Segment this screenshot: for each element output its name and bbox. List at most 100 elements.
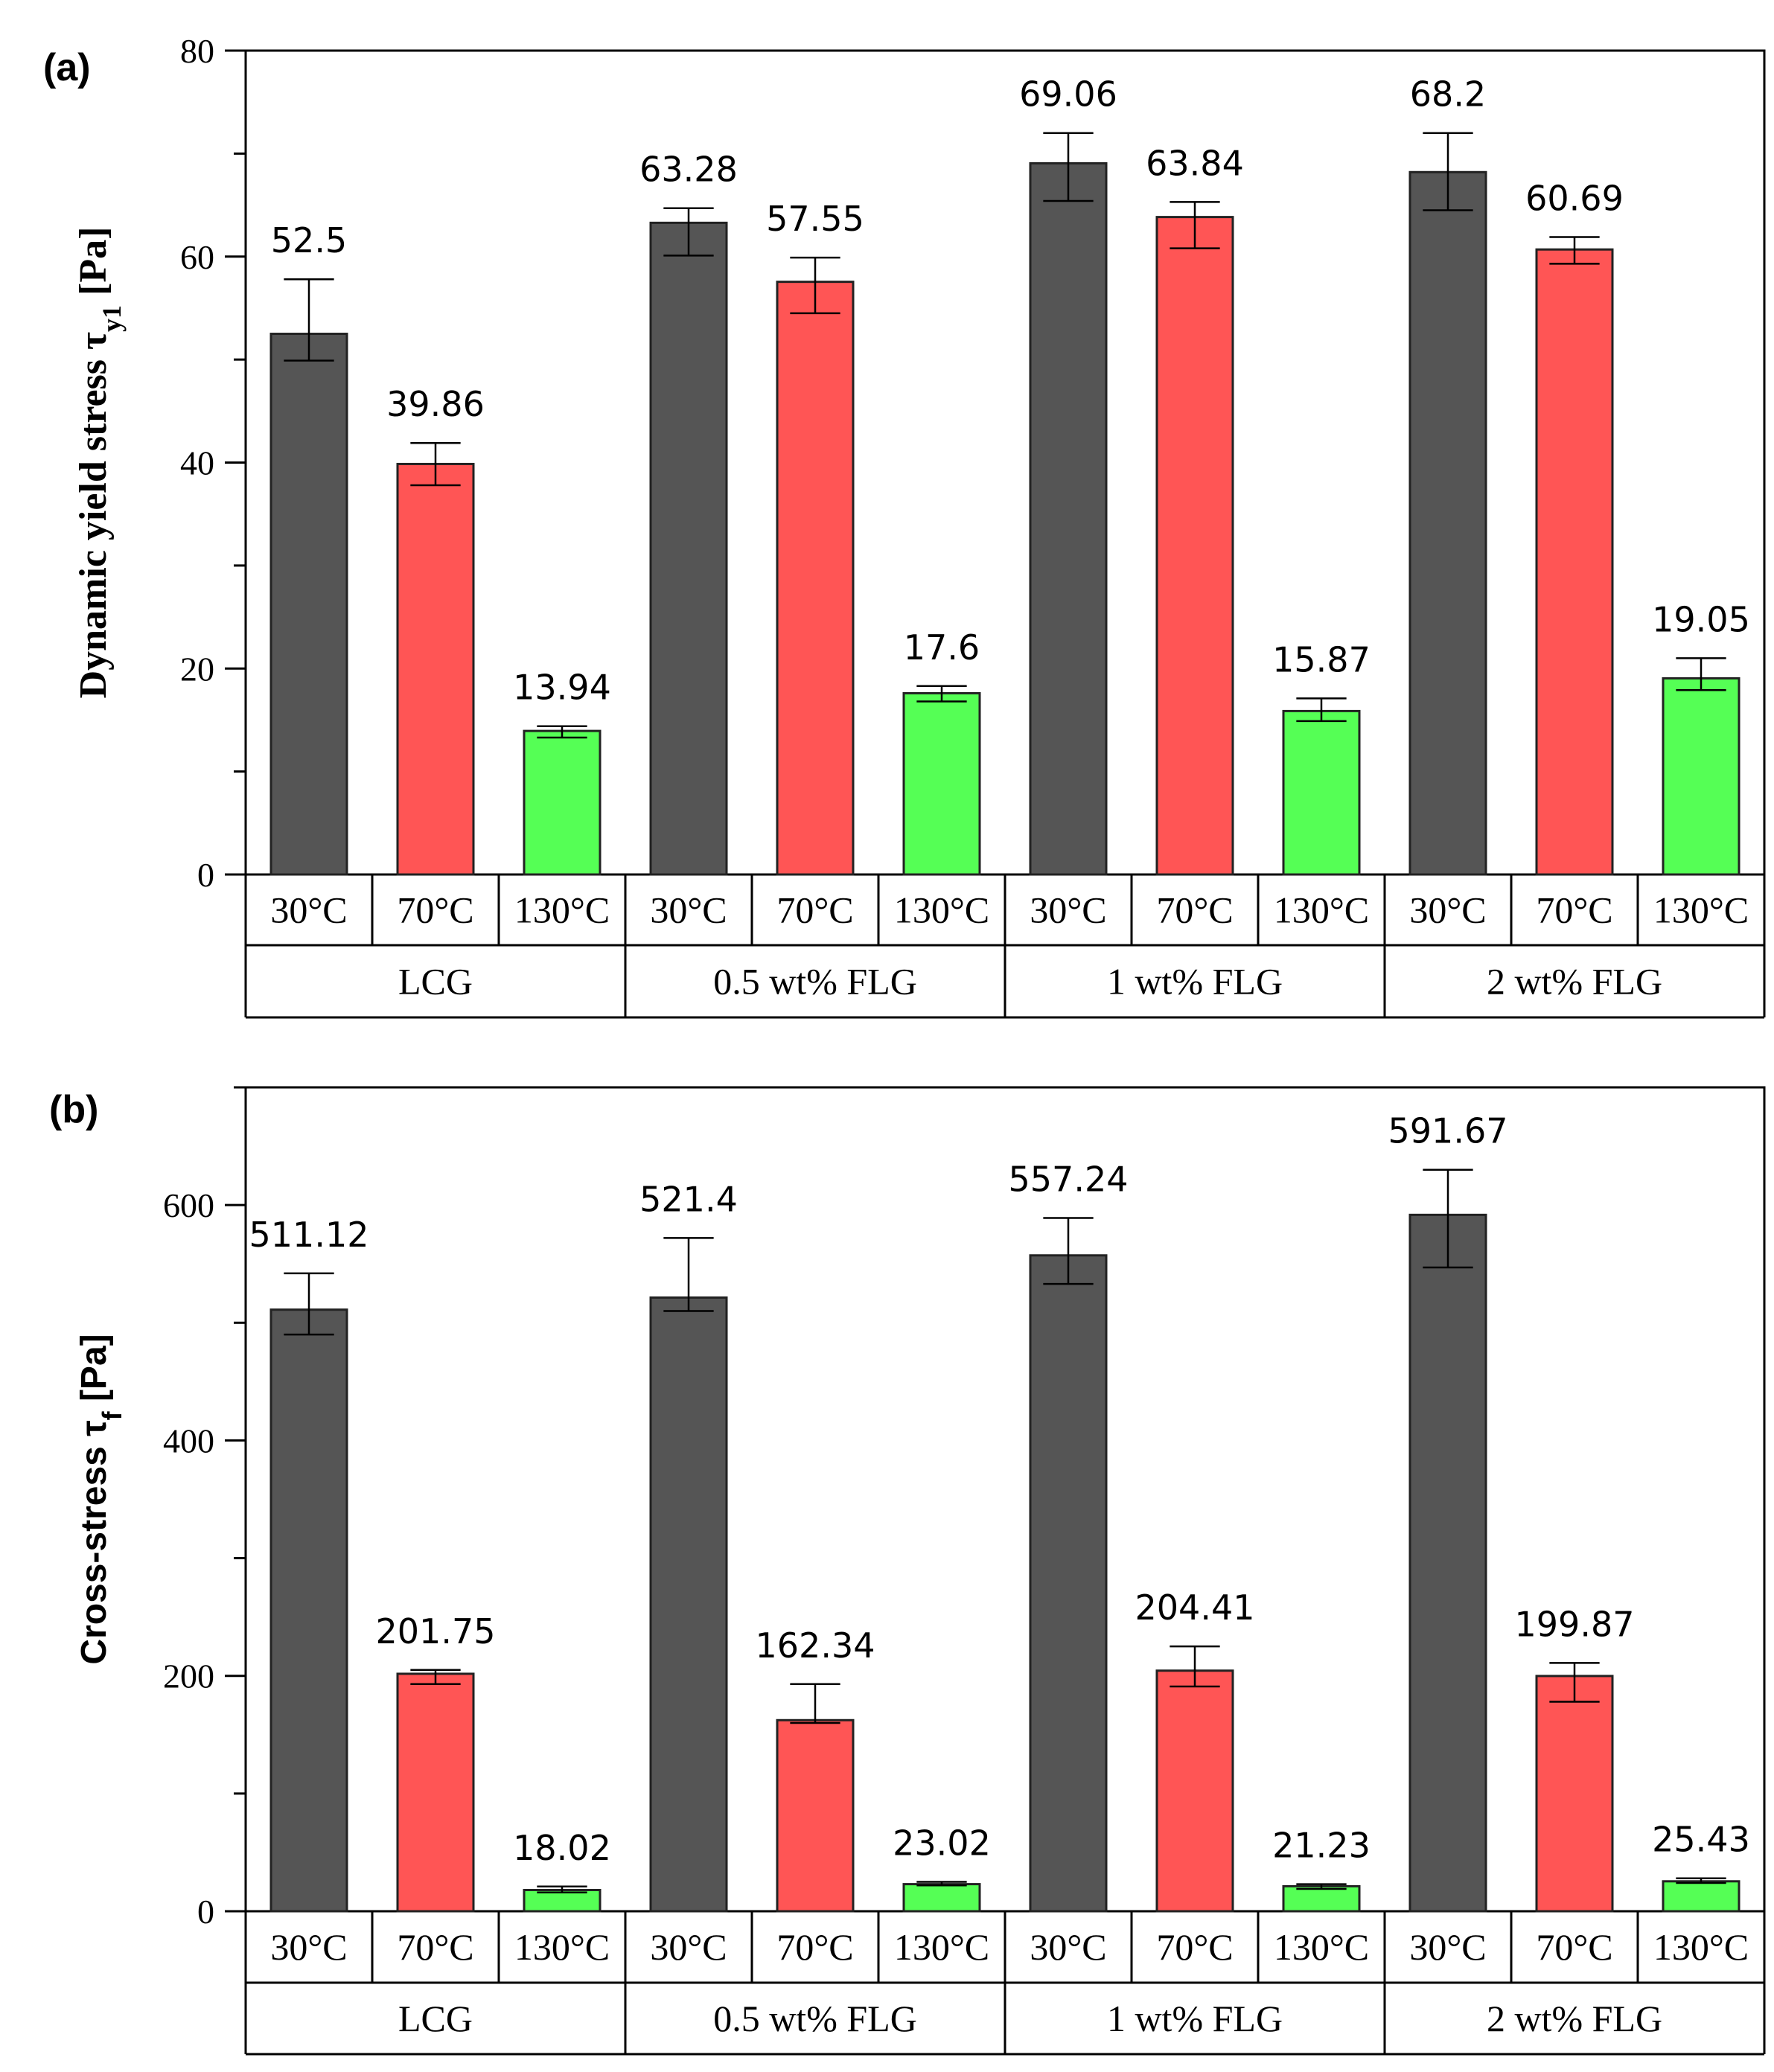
- bar: [776, 1718, 855, 1913]
- panel-b: 0 200 400 600 511.12 201.75 18.02 521.4 162.34 23…: [49, 1086, 1766, 2056]
- temperature-label: 130°C: [1274, 1926, 1369, 1968]
- group-label: 1 wt% FLG: [1107, 1998, 1283, 2039]
- temperature-label: 30°C: [1030, 1926, 1106, 1968]
- group-label: 2 wt% FLG: [1487, 1998, 1662, 2039]
- group-label: LCG: [398, 1998, 473, 2039]
- bar: [1408, 170, 1487, 876]
- data-label: 63.84: [1146, 143, 1244, 183]
- group-label: 1 wt% FLG: [1107, 961, 1283, 1003]
- bar: [1282, 709, 1361, 876]
- panel-label: (b): [49, 1088, 98, 1131]
- temperature-label: 70°C: [1536, 1926, 1612, 1968]
- bar: [649, 1296, 728, 1913]
- y-tick-label: 400: [163, 1422, 214, 1459]
- temperature-label: 30°C: [650, 1926, 727, 1968]
- temperature-label: 130°C: [894, 889, 989, 931]
- y-tick-label: 20: [180, 650, 214, 688]
- y-tick-label: 80: [180, 32, 214, 70]
- temperature-label: 70°C: [397, 1926, 473, 1968]
- data-label: 63.28: [639, 150, 738, 190]
- y-axis-title-sub: y1: [97, 305, 127, 332]
- data-label: 17.6: [904, 627, 980, 668]
- data-label: 557.24: [1009, 1160, 1129, 1200]
- data-label: 162.34: [756, 1625, 875, 1666]
- data-label: 521.4: [639, 1179, 738, 1219]
- bar: [902, 1883, 981, 1913]
- temperature-label: 70°C: [1536, 889, 1612, 931]
- data-label: 13.94: [513, 668, 611, 708]
- data-label: 21.23: [1272, 1826, 1371, 1866]
- temperature-label: 130°C: [894, 1926, 989, 1968]
- data-label: 23.02: [893, 1823, 991, 1863]
- data-label: 511.12: [249, 1215, 369, 1255]
- bar: [269, 1308, 348, 1913]
- data-label: 18.02: [513, 1828, 611, 1868]
- y-axis-title-main: Cross-stress τ: [74, 1420, 114, 1664]
- bar: [1029, 162, 1108, 876]
- panel-label: (a): [43, 46, 91, 89]
- temperature-label: 70°C: [1156, 1926, 1233, 1968]
- bar: [523, 729, 602, 876]
- data-label: 204.41: [1135, 1587, 1255, 1628]
- y-tick-label: 0: [197, 1893, 214, 1931]
- data-label: 57.55: [766, 199, 864, 239]
- temperature-label: 70°C: [1156, 889, 1233, 931]
- bar: [1155, 216, 1234, 876]
- y-axis-title-main: Dynamic yield stress τ: [72, 332, 115, 698]
- bar: [1029, 1254, 1108, 1913]
- bar: [1535, 1675, 1614, 1913]
- data-label: 19.05: [1652, 599, 1750, 639]
- temperature-label: 130°C: [1274, 889, 1369, 931]
- bar: [776, 281, 855, 876]
- y-axis-title: Dynamic yield stress τy1 [Pa]: [72, 227, 127, 699]
- y-tick-label: 40: [180, 444, 214, 482]
- data-label: 60.69: [1525, 178, 1624, 218]
- temperature-label: 130°C: [1653, 1926, 1749, 1968]
- bar: [269, 333, 348, 876]
- data-label: 15.87: [1272, 639, 1371, 680]
- data-label: 39.86: [386, 384, 485, 424]
- group-label: 0.5 wt% FLG: [713, 961, 917, 1003]
- data-label: 25.43: [1652, 1820, 1750, 1860]
- bar: [902, 691, 981, 876]
- bar: [396, 462, 475, 876]
- temperature-label: 30°C: [270, 889, 347, 931]
- temperature-label: 130°C: [1653, 889, 1749, 931]
- bar: [1535, 248, 1614, 876]
- temperature-label: 30°C: [1409, 889, 1486, 931]
- data-label: 68.2: [1410, 74, 1486, 115]
- y-axis-title-unit: [Pa]: [74, 1334, 114, 1411]
- temperature-label: 70°C: [776, 1926, 853, 1968]
- group-label: LCG: [398, 961, 473, 1003]
- bar: [1662, 1880, 1741, 1913]
- temperature-label: 130°C: [514, 1926, 610, 1968]
- bar: [1662, 677, 1741, 876]
- temperature-label: 130°C: [514, 889, 610, 931]
- data-label: 201.75: [376, 1611, 496, 1651]
- temperature-label: 30°C: [270, 1926, 347, 1968]
- panel-a: 0 20 40 60 80 52.5 39.86 13.94 63.28 57.55 17.6 69.…: [43, 32, 1766, 1019]
- y-axis-title-sub: f: [97, 1410, 127, 1420]
- y-axis-title: Cross-stress τf [Pa]: [74, 1334, 127, 1664]
- y-tick-label: 600: [163, 1186, 214, 1224]
- temperature-label: 70°C: [776, 889, 853, 931]
- y-tick-label: 60: [180, 238, 214, 276]
- bar: [1155, 1669, 1234, 1913]
- bar: [523, 1889, 602, 1913]
- group-label: 0.5 wt% FLG: [713, 1998, 917, 2039]
- y-tick-label: 200: [163, 1657, 214, 1695]
- temperature-label: 30°C: [1030, 889, 1106, 931]
- data-label: 199.87: [1515, 1604, 1635, 1644]
- temperature-label: 70°C: [397, 889, 473, 931]
- data-label: 591.67: [1388, 1111, 1508, 1151]
- data-label: 52.5: [271, 220, 347, 260]
- temperature-label: 30°C: [650, 889, 727, 931]
- y-axis-title-unit: [Pa]: [72, 227, 115, 305]
- bar: [396, 1672, 475, 1913]
- group-label: 2 wt% FLG: [1487, 961, 1662, 1003]
- bar: [649, 221, 728, 876]
- data-label: 69.06: [1019, 74, 1117, 115]
- bar: [1408, 1213, 1487, 1913]
- temperature-label: 30°C: [1409, 1926, 1486, 1968]
